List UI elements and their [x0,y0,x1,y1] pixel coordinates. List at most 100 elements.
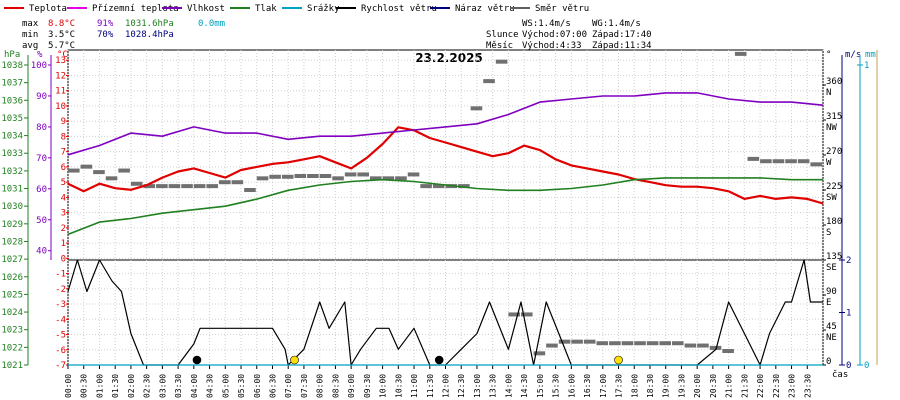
time-tick-label-16: 08:00 [316,374,325,398]
weather-mark-3 [614,355,623,365]
press-tick-label-13: 1025 [1,290,23,300]
time-label: čas [832,369,848,380]
dir-mark-5 [130,181,143,186]
time-tick-label-38: 19:00 [662,374,671,398]
time-tick-label-17: 08:30 [331,374,340,398]
time-tick-label-22: 11:00 [410,374,419,398]
time-axis: 00:00 00:30 01:00 01:30 02:00 02:30 03:00 03:30… [64,365,812,398]
time-tick-label-14: 07:00 [284,374,293,398]
dir-tick-label-2: 270 [826,147,842,157]
time-tick-label-42: 21:00 [725,374,734,398]
temp-tick-label-12: 1 [61,239,66,249]
dir-mark-3 [105,176,118,181]
stat-min-press: 1028.4hPa [125,30,174,40]
time-tick-label-10: 05:00 [221,374,230,398]
stat-max-temp: 8.8°C [48,19,75,29]
time-tick-label-15: 07:30 [300,374,309,398]
press-tick-label-4: 1034 [1,132,23,142]
press-tick-label-6: 1032 [1,167,23,177]
dir-mark-23 [357,172,369,177]
temp-unit: °C [57,50,68,60]
legend-label-2: Vlhkost [187,4,225,14]
time-tick-label-31: 15:30 [552,374,561,398]
dir-mark-52 [722,349,734,353]
stat-min-temp: 3.5°C [48,30,75,40]
time-tick-label-30: 15:00 [536,374,545,398]
time-tick-label-27: 13:30 [489,374,498,398]
dir-mark-41 [583,339,596,344]
hum-tick-label-0: 100 [31,61,47,71]
dir-mark-31 [458,184,470,189]
dir-mark-24 [370,176,382,181]
time-tick-label-37: 18:30 [646,374,655,398]
dir-name-label-7: NE [826,333,837,343]
dir-name-label-3: SW [826,193,837,203]
stat-max-label: max [22,19,39,29]
hum-tick-label-3: 70 [36,154,47,164]
temp-tick-label-0: 13 [55,56,66,66]
dir-mark-51 [709,345,722,350]
press-tick-label-3: 1035 [1,114,23,124]
dir-name-label-6: E [826,298,831,308]
dir-mark-18 [294,174,307,178]
dir-mark-46 [646,341,659,346]
info-sun-label: Slunce [486,30,519,40]
dir-tick-label-6: 90 [826,287,837,297]
time-tick-label-28: 14:00 [504,374,513,398]
time-tick-label-20: 10:00 [379,374,388,398]
wind-tick-label-1: 1 [846,309,851,319]
time-tick-label-9: 04:30 [206,374,215,398]
temp-tick-label-4: 9 [61,117,66,127]
dir-mark-29 [432,184,445,189]
temp-tick-label-9: 4 [61,193,66,203]
press-tick-label-17: 1021 [1,361,23,371]
dir-mark-13 [231,180,244,185]
time-tick-label-5: 02:30 [143,374,152,398]
dir-mark-16 [269,174,281,179]
series-line-0 [67,126,824,205]
temp-tick-label-6: 7 [61,148,66,158]
stat-min-label: min [22,30,38,40]
stats-block: max 8.8°C 91% 1031.6hPa 0.0mm min 3.5°C … [22,19,225,51]
dir-mark-6 [143,184,156,189]
legend-label-6: Náraz větru [455,4,515,14]
dir-mark-49 [684,343,697,348]
weather-mark-1 [290,355,299,365]
wind-tick-label-2: 0 [846,361,851,371]
dir-tick-label-0: 360 [826,77,842,87]
dir-mark-56 [772,159,785,164]
dir-name-label-4: S [826,228,831,238]
dir-mark-34 [495,59,508,64]
press-tick-label-15: 1023 [1,326,23,336]
hum-tick-label-5: 50 [36,216,47,226]
time-tick-label-18: 09:00 [347,374,356,398]
time-tick-label-2: 01:00 [95,374,104,398]
dir-mark-4 [118,168,130,173]
time-tick-label-8: 04:00 [190,374,199,398]
dir-mark-45 [634,341,646,346]
time-tick-label-4: 02:00 [127,374,136,398]
unit-labels: hPa % °C ° m/s mm čas [4,50,876,380]
temp-tick-label-5: 8 [61,132,66,142]
stat-max-hum: 91% [97,19,114,29]
dir-mark-53 [734,51,747,56]
legend-label-4: Srážky [307,4,340,14]
dir-mark-26 [395,176,407,181]
dir-mark-48 [672,341,684,346]
stat-max-press: 1031.6hPa [125,19,174,29]
info-sunset: Západ:17:40 [592,30,652,40]
time-tick-label-12: 06:00 [253,374,262,398]
time-tick-label-21: 10:30 [394,374,403,398]
temp-tick-label-19: -6 [55,346,66,356]
temp-tick-label-20: -7 [55,361,66,371]
dir-tick-label-5: 135 [826,252,842,262]
time-tick-label-6: 03:00 [158,374,167,398]
legend-label-3: Tlak [255,4,277,14]
dir-tick-label-7: 45 [826,322,837,332]
temp-tick-label-17: -4 [55,315,66,325]
time-tick-label-3: 01:30 [111,374,120,398]
press-tick-label-5: 1033 [1,149,23,159]
stat-max-rain: 0.0mm [198,19,225,29]
